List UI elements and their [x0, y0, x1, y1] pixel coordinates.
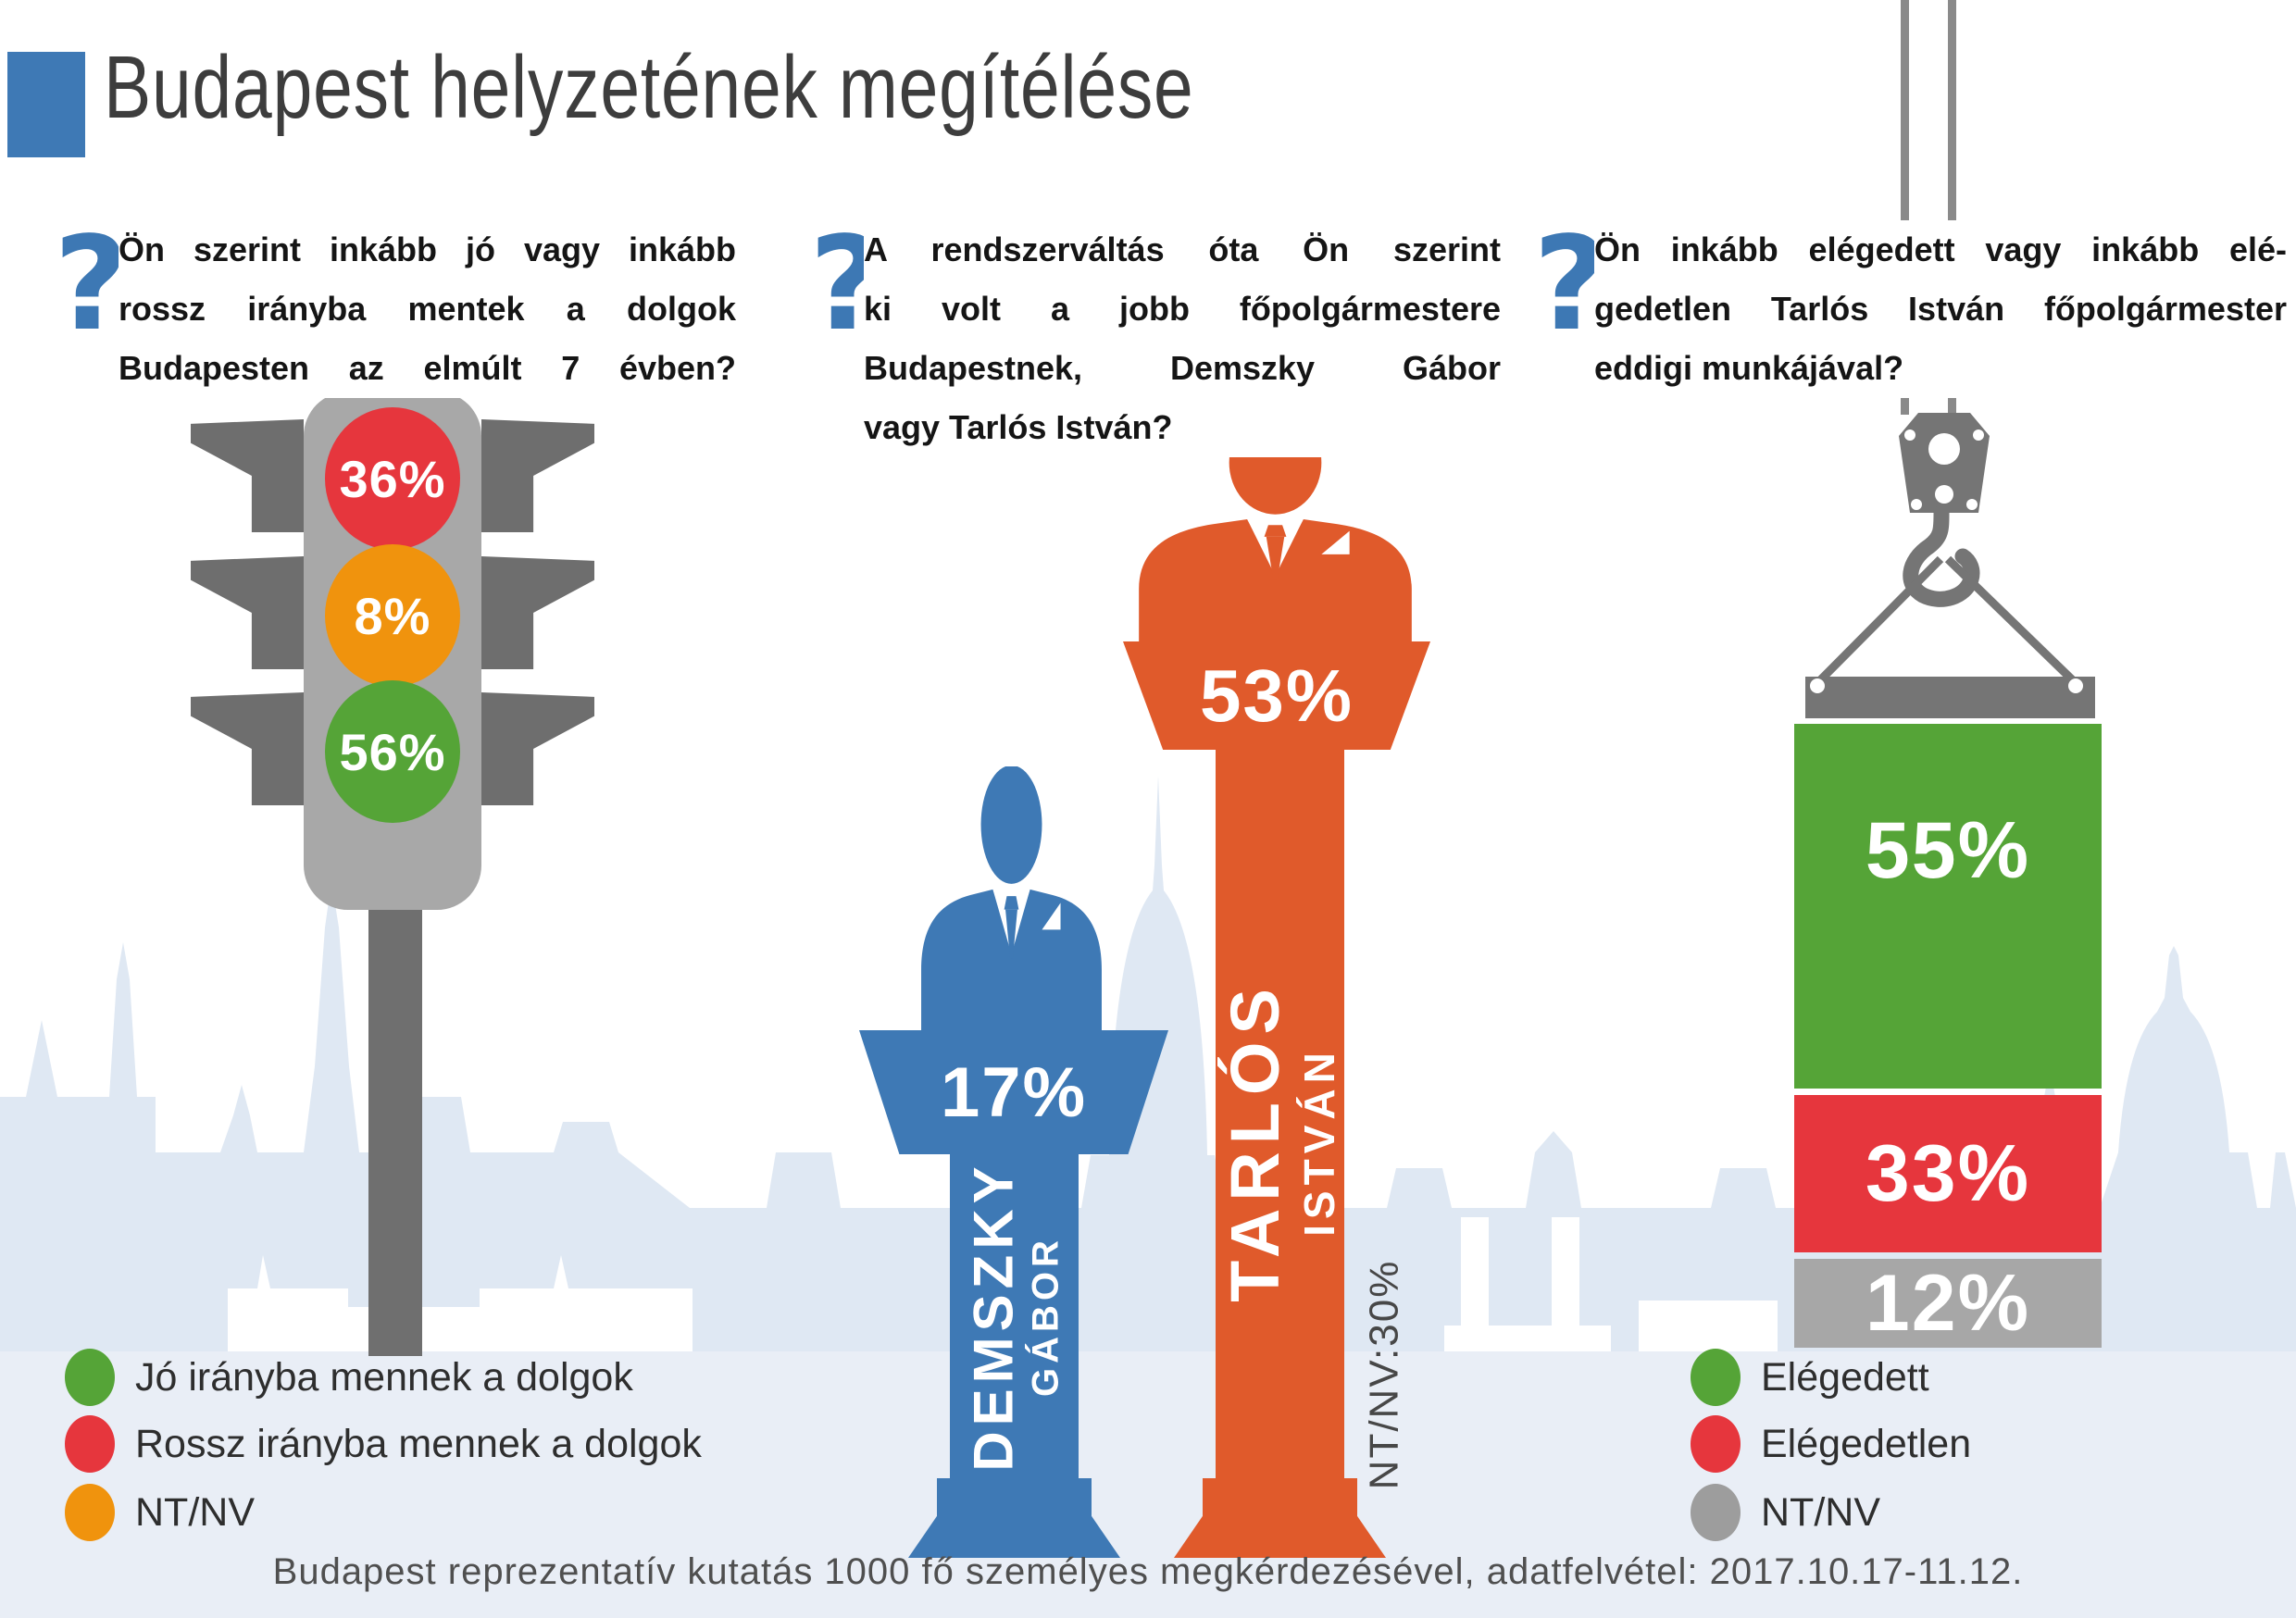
red-dot-icon — [65, 1415, 115, 1473]
question-3-line: Ön inkább elégedett vagy inkább elé- — [1594, 230, 2287, 268]
red-value: 36% — [339, 449, 446, 508]
traffic-light-amber: 8% — [325, 544, 460, 687]
legend-right-item: NT/NV — [1691, 1479, 1880, 1546]
tarlos-value: 53% — [1199, 653, 1354, 737]
title-accent-square — [7, 52, 85, 157]
green-dot-icon — [65, 1349, 115, 1406]
question-2-line: vagy Tarlós István? — [864, 408, 1173, 446]
demszky-column: DEMSZKY GÁBOR — [950, 1154, 1079, 1478]
amber-dot-icon — [65, 1484, 115, 1541]
block-elegedett: 55% — [1794, 724, 2102, 1089]
demszky-name: DEMSZKY GÁBOR — [962, 1161, 1067, 1472]
amber-value: 8% — [354, 586, 431, 645]
question-3-line: gedetlen Tarlós István főpolgármester — [1594, 290, 2287, 328]
legend-label: Elégedetlen — [1761, 1421, 1972, 1466]
question-3: Ön inkább elégedett vagy inkább elé- ged… — [1594, 220, 2287, 398]
tarlos-figure — [1139, 412, 1412, 646]
legend-left-item: NT/NV — [65, 1479, 255, 1546]
tarlos-pedestal-base — [1174, 1516, 1386, 1558]
block-elegedetlen: 33% — [1794, 1095, 2102, 1252]
demszky-figure — [921, 766, 1102, 1035]
tarlos-pedestal-step — [1203, 1478, 1357, 1516]
legend-right-item: Elégedetlen — [1691, 1411, 1971, 1477]
demszky-podium-value: 17% — [859, 1030, 1168, 1154]
question-3-line: eddigi munkájával? — [1594, 349, 1904, 387]
source-footnote: Budapest reprezentatív kutatás 1000 fő s… — [272, 1551, 2024, 1592]
green-block-value: 55% — [1865, 805, 2031, 895]
traffic-light-red: 36% — [325, 407, 460, 550]
red-dot-icon — [1691, 1415, 1741, 1473]
demszky-value: 17% — [940, 1052, 1088, 1132]
legend-label: Elégedett — [1761, 1354, 1929, 1400]
tarlos-name: TARLÓS ISTVÁN — [1217, 981, 1343, 1302]
tarlos-column: TARLÓS ISTVÁN — [1216, 750, 1344, 1478]
question-1: Ön szerint inkább jó vagy inkább rossz i… — [119, 220, 736, 398]
legend-label: Rossz irányba mennek a dolgok — [135, 1421, 702, 1466]
green-dot-icon — [1691, 1349, 1741, 1406]
legend-label: Jó irányba mennek a dolgok — [135, 1354, 633, 1400]
green-value: 56% — [339, 722, 446, 781]
block-ntnv: 12% — [1794, 1259, 2102, 1348]
demszky-pedestal-step — [937, 1478, 1092, 1516]
page-title: Budapest helyzetének megítélése — [104, 38, 1194, 137]
question-2: A rendszerváltás óta Ön szerint ki volt … — [864, 220, 1501, 457]
bottom-band — [0, 1350, 2296, 1618]
traffic-light-pole — [368, 910, 422, 1356]
question-1-line: rossz irányba mentek a dolgok — [119, 290, 736, 328]
legend-right-item: Elégedett — [1691, 1344, 1929, 1411]
ntnv-note-text: NT/NV:30% — [1361, 1259, 1406, 1490]
question-1-line: Ön szerint inkább jó vagy inkább — [119, 230, 736, 268]
question-1-line: Budapesten az elmúlt 7 évben? — [119, 349, 736, 387]
gray-block-value: 12% — [1865, 1258, 2031, 1348]
ntnv-note: NT/NV:30% — [1324, 1260, 1444, 1490]
legend-left-item: Jó irányba mennek a dolgok — [65, 1344, 633, 1411]
gray-dot-icon — [1691, 1484, 1741, 1541]
question-mark-icon: ? — [54, 209, 130, 360]
red-block-value: 33% — [1865, 1128, 2031, 1218]
traffic-light-green: 56% — [325, 680, 460, 823]
legend-label: NT/NV — [135, 1489, 255, 1535]
tarlos-podium-value: 53% — [1123, 641, 1430, 750]
demszky-pedestal-base — [908, 1516, 1120, 1558]
question-2-line: Budapestnek, Demszky Gábor — [864, 349, 1501, 387]
question-2-line: A rendszerváltás óta Ön szerint — [864, 230, 1501, 268]
legend-label: NT/NV — [1761, 1489, 1880, 1535]
question-2-line: ki volt a jobb főpolgármestere — [864, 290, 1501, 328]
legend-left-item: Rossz irányba mennek a dolgok — [65, 1411, 702, 1477]
